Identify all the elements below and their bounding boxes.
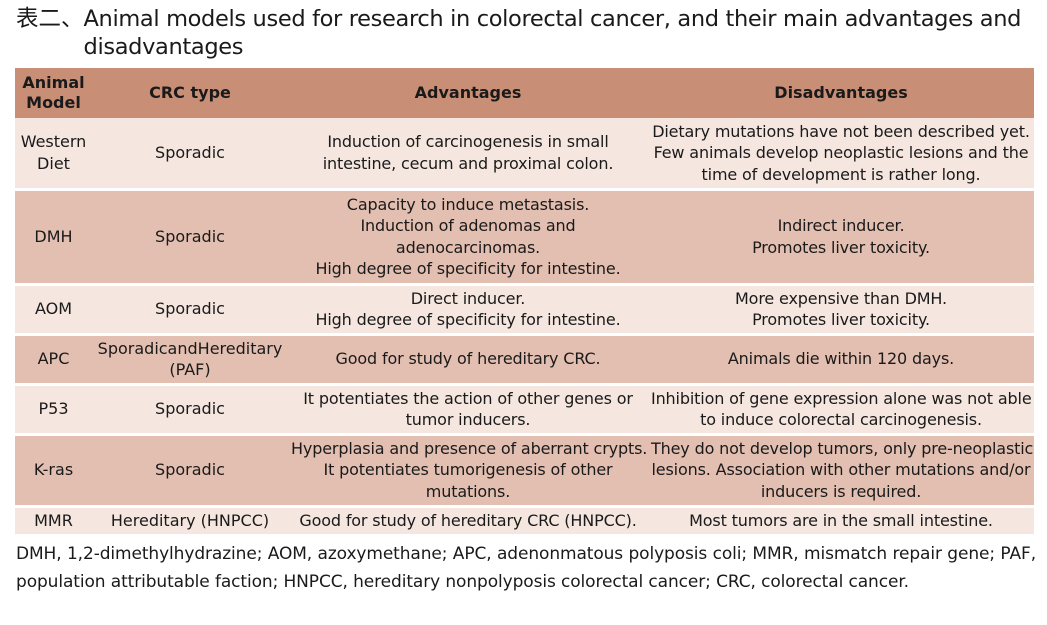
cell-advantages: Induction of carcinogenesis in small inte…: [288, 118, 648, 191]
cell-crc-type-line: Sporadic: [155, 399, 225, 419]
cell-advantages-line: Direct inducer.: [410, 288, 526, 308]
cell-crc-type: Hereditary (HNPCC): [92, 506, 288, 534]
table-row: MMR Hereditary (HNPCC) Good for study of h…: [15, 506, 1034, 534]
cell-crc-type: Sporadic: [92, 118, 288, 191]
cell-crc-type-line: Sporadic: [155, 226, 225, 246]
cell-advantages-line: intestine, cecum and proximal colon.: [322, 153, 614, 173]
table-body: Western Diet Sporadic Induction of carcinog…: [15, 118, 1034, 534]
cell-crc-type-line: SporadicandHereditary: [97, 338, 283, 358]
cell-disadvantages-line: Few animals develop neoplastic lesions a…: [653, 143, 1029, 162]
header-animal-model-line: Animal: [22, 73, 85, 92]
cell-crc-type-line: Sporadic: [155, 299, 225, 319]
cell-animal-model-line: Diet: [37, 153, 70, 173]
cell-disadvantages-line: Indirect inducer.: [777, 216, 905, 235]
cell-advantages-line: Induction of carcinogenesis in small: [327, 132, 609, 152]
cell-disadvantages: Inhibition of gene expression alone was …: [648, 384, 1034, 436]
table-row: AOM Sporadic Direct inducer. High degree of…: [15, 284, 1034, 336]
cell-disadvantages-line: Most tumors are in the small intestine.: [689, 511, 993, 530]
table-row: P53 Sporadic It potentiates the action of …: [15, 384, 1034, 436]
cell-advantages-line: adenocarcinomas.: [395, 237, 541, 257]
cell-advantages: Direct inducer. High degree of specificit…: [288, 284, 648, 336]
cell-animal-model: DMH: [15, 189, 92, 286]
table-caption: 表二、 Animal models used for research in c…: [16, 5, 1036, 61]
cell-disadvantages-line: They do not develop tumors, only pre-neo…: [651, 438, 1034, 458]
cell-animal-model: P53: [15, 384, 92, 436]
header-advantages: Advantages: [288, 68, 648, 118]
cell-crc-type: Sporadic: [92, 189, 288, 286]
header-animal-model-line: Model: [26, 93, 81, 112]
cell-advantages-line: Capacity to induce metastasis.: [346, 194, 590, 214]
cell-disadvantages-line: Promotes liver toxicity.: [752, 310, 930, 329]
cell-disadvantages-line: More expensive than DMH.: [735, 288, 947, 308]
cell-advantages: Hyperplasia and presence of aberrant cry…: [288, 434, 648, 508]
cell-animal-model: K-ras: [15, 434, 92, 508]
cell-animal-model-line: K-ras: [33, 460, 74, 480]
header-row: Animal Model CRC type Advantages Disadva…: [15, 68, 1034, 118]
cell-animal-model: AOM: [15, 284, 92, 336]
cell-advantages-line: Induction of adenomas and: [360, 216, 576, 235]
cell-animal-model-line: AOM: [34, 299, 73, 319]
cell-crc-type-line: Sporadic: [155, 460, 225, 480]
cell-advantages-line: It potentiates tumorigenesis of other: [323, 460, 613, 480]
cell-advantages: It potentiates the action of other genes…: [288, 384, 648, 436]
cell-animal-model-line: DMH: [34, 226, 73, 246]
cell-disadvantages: More expensive than DMH. Promotes liver t…: [648, 284, 1034, 336]
table-row: K-ras Sporadic Hyperplasia and presence of…: [15, 434, 1034, 508]
cell-advantages-line: Good for study of hereditary CRC (HNPCC)…: [299, 511, 637, 530]
table-row: Western Diet Sporadic Induction of carcinog…: [15, 118, 1034, 191]
cell-disadvantages: Animals die within 120 days.: [648, 334, 1034, 386]
cell-disadvantages: Indirect inducer. Promotes liver toxicity…: [648, 189, 1034, 286]
animal-models-table: Animal Model CRC type Advantages Disadva…: [15, 68, 1034, 534]
cell-advantages-line: tumor inducers.: [405, 410, 531, 429]
cell-crc-type: SporadicandHereditary (PAF): [92, 334, 288, 386]
cell-advantages: Capacity to induce metastasis. Induction …: [288, 189, 648, 286]
cell-animal-model: APC: [15, 334, 92, 386]
table-footnote: DMH, 1,2-dimethylhydrazine; AOM, azoxyme…: [16, 544, 1036, 592]
cell-crc-type-line: (PAF): [169, 360, 211, 379]
table-row: APC SporadicandHereditary (PAF) Good for st…: [15, 334, 1034, 386]
cell-disadvantages-line: lesions. Association with other mutation…: [651, 460, 1031, 480]
cell-animal-model-line: Western: [20, 132, 87, 152]
cell-animal-model: Western Diet: [15, 118, 92, 191]
table-caption-prefix: 表二、: [16, 6, 84, 32]
cell-advantages-line: Hyperplasia and presence of aberrant cry…: [291, 438, 648, 458]
cell-crc-type-line: Hereditary (HNPCC): [110, 511, 270, 530]
cell-advantages-line: High degree of specificity for intestine…: [315, 310, 621, 329]
cell-disadvantages: Most tumors are in the small intestine.: [648, 506, 1034, 534]
cell-crc-type: Sporadic: [92, 384, 288, 436]
cell-advantages: Good for study of hereditary CRC (HNPCC)…: [288, 506, 648, 534]
cell-disadvantages-line: time of development is rather long.: [701, 164, 981, 184]
cell-disadvantages-line: Dietary mutations have not been describe…: [652, 121, 1030, 141]
cell-advantages-line: mutations.: [425, 481, 511, 501]
cell-disadvantages-line: Promotes liver toxicity.: [752, 237, 930, 257]
cell-animal-model: MMR: [15, 506, 92, 534]
cell-advantages-line: It potentiates the action of other genes…: [303, 388, 633, 408]
cell-disadvantages: They do not develop tumors, only pre-neo…: [648, 434, 1034, 508]
header-animal-model: Animal Model: [15, 68, 92, 118]
cell-advantages: Good for study of hereditary CRC.: [288, 334, 648, 386]
cell-disadvantages-line: Inhibition of gene expression alone was …: [651, 388, 1032, 408]
table-caption-text: Animal models used for research in color…: [83, 6, 1022, 60]
cell-animal-model-line: MMR: [34, 511, 73, 530]
cell-disadvantages-line: inducers is required.: [760, 481, 922, 501]
cell-crc-type: Sporadic: [92, 284, 288, 336]
table-row: DMH Sporadic Capacity to induce metastasis…: [15, 189, 1034, 286]
header-disadvantages: Disadvantages: [648, 68, 1034, 118]
header-crc-type: CRC type: [92, 68, 288, 118]
cell-advantages-line: High degree of specificity for intestine…: [315, 259, 621, 278]
cell-disadvantages: Dietary mutations have not been describe…: [648, 118, 1034, 191]
cell-advantages-line: Good for study of hereditary CRC.: [335, 349, 601, 369]
cell-crc-type-line: Sporadic: [155, 143, 225, 162]
cell-animal-model-line: APC: [37, 349, 70, 369]
cell-disadvantages-line: Animals die within 120 days.: [727, 349, 955, 369]
cell-animal-model-line: P53: [38, 399, 69, 419]
cell-crc-type: Sporadic: [92, 434, 288, 508]
cell-disadvantages-line: to induce colorectal carcinogenesis.: [700, 410, 982, 429]
